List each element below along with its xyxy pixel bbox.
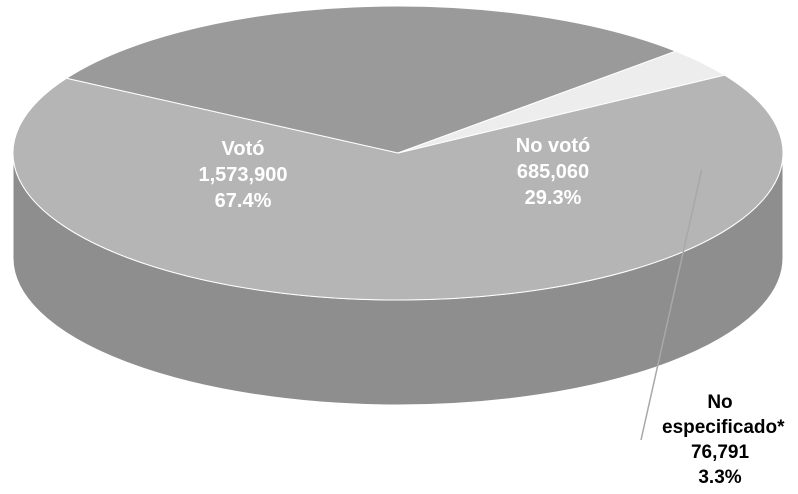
slice-no-voto xyxy=(65,5,678,154)
leader-line xyxy=(640,169,703,441)
slice-value: 685,060 xyxy=(516,161,590,183)
slice-value: 76,791 xyxy=(690,442,750,463)
slice-percent: 29.3% xyxy=(524,187,582,209)
pie-slices xyxy=(12,5,784,301)
slice-value: 1,573,900 xyxy=(198,164,288,186)
slice-no-especificado xyxy=(397,50,726,154)
data-label-no-especificado: No especificado* 76,791 3.3% xyxy=(640,390,798,490)
slice-percent: 3.3% xyxy=(698,467,742,488)
data-label-voto: Votó 1,573,900 67.4% xyxy=(178,136,308,214)
slice-voto xyxy=(12,74,784,301)
slice-label: No especificado* xyxy=(662,392,785,438)
slice-label: No votó xyxy=(515,135,591,157)
data-label-no-voto: No votó 685,060 29.3% xyxy=(488,133,618,211)
slice-label: Votó xyxy=(221,138,265,160)
slice-percent: 67.4% xyxy=(214,190,272,212)
